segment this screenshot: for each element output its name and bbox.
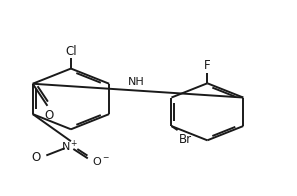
Text: O: O bbox=[44, 109, 53, 122]
Text: F: F bbox=[204, 59, 211, 72]
Text: O: O bbox=[31, 151, 40, 164]
Text: Cl: Cl bbox=[65, 44, 77, 57]
Text: N$^+$: N$^+$ bbox=[61, 139, 78, 154]
Text: NH: NH bbox=[128, 77, 145, 87]
Text: O$^-$: O$^-$ bbox=[92, 155, 110, 168]
Text: Br: Br bbox=[179, 132, 192, 145]
